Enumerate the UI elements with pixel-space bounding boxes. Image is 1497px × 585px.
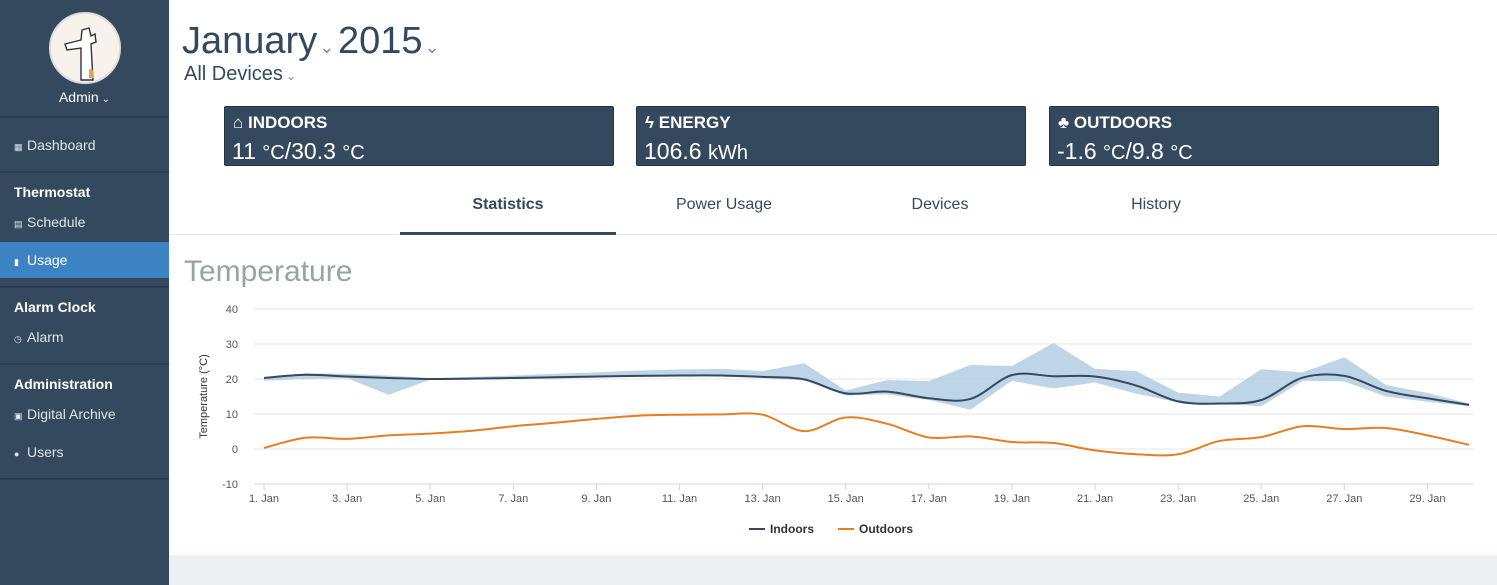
y-tick-label: 30 <box>226 339 238 351</box>
stat-value: -1.6 <box>1057 138 1097 164</box>
chevron-down-icon: ⌄ <box>285 69 296 83</box>
chevron-down-icon: ⌄ <box>319 37 335 57</box>
sidebar-item-label: Usage <box>27 252 68 268</box>
footer-band <box>169 555 1497 585</box>
stat-unit: °C <box>262 142 285 164</box>
tab-devices[interactable]: Devices <box>911 196 969 213</box>
y-axis-label: Temperature (°C) <box>198 354 210 438</box>
sidebar-divider <box>0 116 169 118</box>
series-line-indoors <box>263 372 1470 406</box>
main-content: January ⌄ 2015 ⌄ All Devices ⌄ ⌂ INDOORS 11… <box>169 0 1497 555</box>
y-tick-label: -10 <box>222 479 238 491</box>
stat-card-outdoors: ♣ OUTDOORS -1.6 °C/9.8 °C <box>1049 106 1439 166</box>
sidebar-section-administration: Administration <box>14 376 113 392</box>
x-tick-label: 11. Jan <box>662 493 697 505</box>
series-line-outdoors <box>263 412 1470 457</box>
stat-card-indoors: ⌂ INDOORS 11 °C/30.3 °C <box>224 106 614 166</box>
user-name: Admin <box>58 89 99 105</box>
stat-label: ENERGY <box>658 113 731 132</box>
x-tick-label: 23. Jan <box>1160 493 1196 505</box>
sidebar-item-label: Alarm <box>27 329 64 345</box>
briefcase-icon: ▣ <box>14 411 23 421</box>
x-tick-label: 1. Jan <box>249 493 279 505</box>
sidebar-item-label: Dashboard <box>27 137 96 153</box>
chevron-down-icon: ⌄ <box>424 37 440 57</box>
chevron-down-icon: ⌄ <box>101 94 111 105</box>
tree-icon: ♣ <box>1058 113 1070 132</box>
x-tick-label: 3. Jan <box>332 493 362 505</box>
stat-card-energy: ϟ ENERGY 106.6 kWh <box>636 106 1026 166</box>
device-selector[interactable]: All Devices ⌄ <box>184 63 296 86</box>
stat-unit: °C <box>1103 142 1126 164</box>
chart-title: Temperature <box>184 255 353 288</box>
y-tick-label: 10 <box>226 409 238 421</box>
tab-statistics[interactable]: Statistics <box>400 186 616 235</box>
sidebar-divider <box>0 363 169 365</box>
sidebar-section-alarm-clock: Alarm Clock <box>14 299 96 315</box>
y-tick-label: 0 <box>232 444 238 456</box>
sidebar-item-usage[interactable]: ▮ Usage <box>0 242 169 278</box>
y-tick-label: 40 <box>226 304 238 316</box>
sidebar-item-schedule[interactable]: ▤ Schedule <box>0 204 169 240</box>
stat-unit: °C <box>1170 142 1193 164</box>
tab-bar: Statistics Power Usage Devices History <box>169 186 1497 235</box>
x-tick-label: 27. Jan <box>1326 493 1362 505</box>
legend-item-outdoors[interactable]: Outdoors <box>859 522 913 536</box>
legend[interactable]: Indoors Outdoors <box>749 522 913 536</box>
user-icon: ● <box>14 449 20 459</box>
indoors-range-area <box>264 342 1469 410</box>
stat-value: 11 <box>232 138 256 164</box>
bar-chart-icon: ▮ <box>14 257 19 267</box>
sidebar-item-dashboard[interactable]: ▦ Dashboard <box>0 127 169 163</box>
dashboard-icon: ▦ <box>14 142 23 152</box>
sidebar-item-label: Schedule <box>27 214 86 230</box>
clock-icon: ◷ <box>14 334 22 344</box>
year-label: 2015 <box>338 20 423 62</box>
month-selector[interactable]: January ⌄ <box>182 20 334 63</box>
x-tick-label: 21. Jan <box>1077 493 1113 505</box>
year-selector[interactable]: 2015 ⌄ <box>338 20 440 63</box>
home-icon: ⌂ <box>233 113 244 132</box>
temperature-chart: -10 0 10 20 30 40 1. Jan 3. Jan 5. Jan 7. Jan 9. … <box>198 304 1473 536</box>
avatar[interactable] <box>49 12 121 84</box>
month-label: January <box>182 20 318 62</box>
y-tick-label: 20 <box>226 374 238 386</box>
sidebar-item-label: Users <box>27 444 64 460</box>
stat-value: 30.3 <box>291 138 336 164</box>
tab-history[interactable]: History <box>1131 196 1181 213</box>
stat-value: 106.6 <box>644 138 702 164</box>
x-tick-label: 15. Jan <box>828 493 864 505</box>
sidebar-section-thermostat: Thermostat <box>14 184 91 200</box>
user-menu[interactable]: Admin ⌄ <box>0 89 169 105</box>
x-tick-label: 9. Jan <box>581 493 611 505</box>
x-tick-label: 29. Jan <box>1409 493 1445 505</box>
sidebar: Admin ⌄ ▦ Dashboard Thermostat ▤ Schedule ▮… <box>0 0 169 585</box>
x-tick-label: 17. Jan <box>911 493 947 505</box>
x-tick-label: 25. Jan <box>1243 493 1279 505</box>
stat-value: 9.8 <box>1131 138 1164 164</box>
legend-item-indoors[interactable]: Indoors <box>770 522 814 536</box>
x-tick-label: 19. Jan <box>994 493 1030 505</box>
stat-unit: kWh <box>707 142 748 164</box>
sidebar-item-users[interactable]: ● Users <box>0 434 169 470</box>
sidebar-item-alarm[interactable]: ◷ Alarm <box>0 319 169 355</box>
x-tick-label: 5. Jan <box>415 493 445 505</box>
device-label: All Devices <box>184 63 283 85</box>
x-tick-label: 7. Jan <box>498 493 528 505</box>
calendar-icon: ▤ <box>14 219 23 229</box>
stat-label: INDOORS <box>248 113 328 132</box>
sidebar-item-label: Digital Archive <box>27 406 116 422</box>
tab-power-usage[interactable]: Power Usage <box>675 196 773 213</box>
sidebar-divider <box>0 478 169 480</box>
sidebar-divider <box>0 171 169 173</box>
x-tick-label: 13. Jan <box>745 493 781 505</box>
stat-unit: °C <box>342 142 365 164</box>
sidebar-item-digital-archive[interactable]: ▣ Digital Archive <box>0 396 169 432</box>
bolt-icon: ϟ <box>645 113 654 132</box>
sidebar-divider <box>0 286 169 288</box>
stat-label: OUTDOORS <box>1073 113 1173 132</box>
